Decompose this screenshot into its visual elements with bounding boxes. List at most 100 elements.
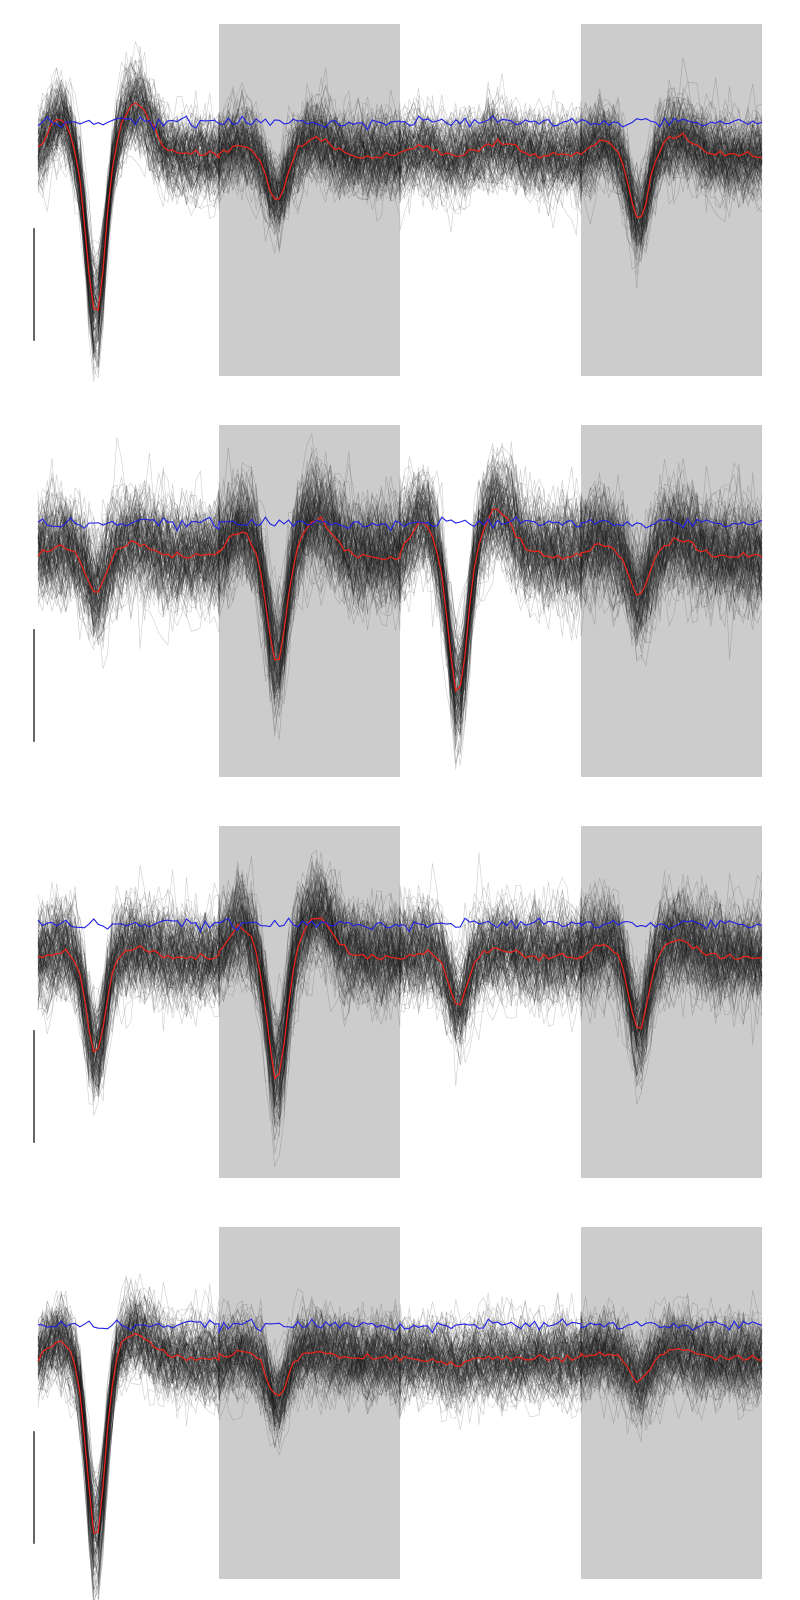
waveform-trace bbox=[37, 102, 763, 313]
waveform-trace bbox=[37, 479, 763, 665]
channel-shade bbox=[219, 425, 400, 777]
waveform-trace bbox=[37, 485, 763, 653]
waveform-trace bbox=[37, 1304, 763, 1578]
waveform-trace bbox=[37, 89, 763, 290]
waveform-trace bbox=[37, 1288, 763, 1534]
waveform-trace bbox=[37, 99, 763, 342]
mean-waveform-line bbox=[37, 508, 763, 693]
waveform-trace bbox=[37, 907, 763, 1113]
waveform-trace bbox=[37, 472, 763, 686]
waveform-trace bbox=[37, 97, 763, 303]
waveform-trace bbox=[37, 897, 763, 1087]
waveform-trace bbox=[37, 479, 763, 682]
waveform-trace bbox=[37, 893, 763, 1098]
waveform-trace bbox=[37, 872, 763, 1154]
waveform-trace bbox=[37, 891, 763, 1102]
waveform-trace bbox=[37, 1325, 763, 1547]
waveform-trace bbox=[37, 95, 763, 293]
waveform-trace bbox=[37, 41, 763, 334]
waveform-trace bbox=[37, 1330, 763, 1563]
waveform-trace bbox=[37, 78, 763, 313]
waveform-trace bbox=[37, 118, 763, 332]
waveform-trace bbox=[37, 1307, 763, 1570]
waveform-trace bbox=[37, 458, 763, 693]
waveform-trace bbox=[37, 99, 763, 376]
waveform-trace bbox=[37, 1300, 763, 1529]
waveform-trace bbox=[37, 896, 763, 1124]
channel-shade bbox=[581, 425, 762, 777]
waveform-trace bbox=[37, 1286, 763, 1559]
waveform-trace bbox=[37, 868, 763, 1110]
waveform-trace bbox=[37, 1312, 763, 1508]
waveform-trace bbox=[37, 81, 763, 284]
waveform-trace bbox=[37, 1293, 763, 1555]
waveform-trace bbox=[37, 98, 763, 315]
waveform-trace bbox=[37, 94, 763, 285]
std-waveform-line bbox=[37, 516, 763, 532]
waveform-trace bbox=[37, 487, 763, 646]
waveform-trace bbox=[37, 1327, 763, 1540]
waveform-trace bbox=[37, 85, 763, 304]
waveform-trace bbox=[37, 485, 763, 756]
mean-waveform-line bbox=[37, 102, 763, 311]
waveform-trace bbox=[37, 102, 763, 342]
waveform-trace bbox=[37, 479, 763, 695]
waveform-trace bbox=[37, 1288, 763, 1556]
waveform-trace bbox=[37, 877, 763, 1111]
waveform-trace bbox=[37, 1301, 763, 1558]
waveform-trace bbox=[37, 94, 763, 316]
waveform-trace bbox=[37, 475, 763, 683]
waveform-trace bbox=[37, 106, 763, 275]
waveform-trace bbox=[37, 76, 763, 306]
waveform-trace bbox=[37, 915, 763, 1076]
waveform-trace bbox=[37, 106, 763, 324]
waveform-trace bbox=[37, 1307, 763, 1537]
waveform-trace bbox=[37, 457, 763, 668]
waveform-trace bbox=[37, 468, 763, 686]
waveform-trace bbox=[37, 1290, 763, 1508]
waveform-trace bbox=[37, 914, 763, 1087]
waveform-trace bbox=[37, 887, 763, 1075]
waveform-trace bbox=[37, 1296, 763, 1532]
waveform-trace bbox=[37, 71, 763, 354]
waveform-trace bbox=[37, 462, 763, 691]
waveform-trace bbox=[37, 897, 763, 1074]
waveform-trace bbox=[37, 902, 763, 1126]
waveform-trace bbox=[37, 95, 763, 319]
waveform-trace bbox=[37, 482, 763, 686]
waveform-trace bbox=[37, 1277, 763, 1584]
waveform-trace bbox=[37, 116, 763, 323]
waveform-trace bbox=[37, 1298, 763, 1496]
waveform-trace bbox=[37, 1311, 763, 1543]
waveform-trace bbox=[37, 501, 763, 712]
waveform-trace bbox=[37, 873, 763, 1060]
waveform-trace bbox=[37, 1297, 763, 1548]
waveform-trace bbox=[37, 76, 763, 322]
waveform-trace bbox=[37, 874, 763, 1085]
waveform-trace bbox=[37, 499, 763, 701]
waveform-trace bbox=[37, 101, 763, 276]
waveform-trace bbox=[37, 480, 763, 766]
std-waveform-line bbox=[37, 917, 763, 933]
waveform-trace bbox=[37, 99, 763, 332]
waveform-trace bbox=[37, 474, 763, 686]
waveform-trace bbox=[37, 81, 763, 332]
waveform-trace bbox=[37, 896, 763, 1056]
waveform-trace bbox=[37, 479, 763, 718]
waveform-trace bbox=[37, 509, 763, 770]
waveform-trace bbox=[37, 1312, 763, 1526]
waveform-trace bbox=[37, 1275, 763, 1563]
waveform-trace bbox=[37, 1307, 763, 1482]
waveform-trace bbox=[37, 1304, 763, 1539]
waveform-trace bbox=[37, 1295, 763, 1530]
waveform-trace bbox=[37, 88, 763, 308]
waveform-trace bbox=[37, 80, 763, 307]
waveform-trace bbox=[37, 1291, 763, 1517]
waveform-trace bbox=[37, 78, 763, 278]
waveform-trace bbox=[37, 476, 763, 706]
waveform-trace bbox=[37, 1307, 763, 1560]
waveform-trace bbox=[37, 85, 763, 290]
waveform-trace bbox=[37, 456, 763, 705]
waveform-trace bbox=[37, 1314, 763, 1547]
